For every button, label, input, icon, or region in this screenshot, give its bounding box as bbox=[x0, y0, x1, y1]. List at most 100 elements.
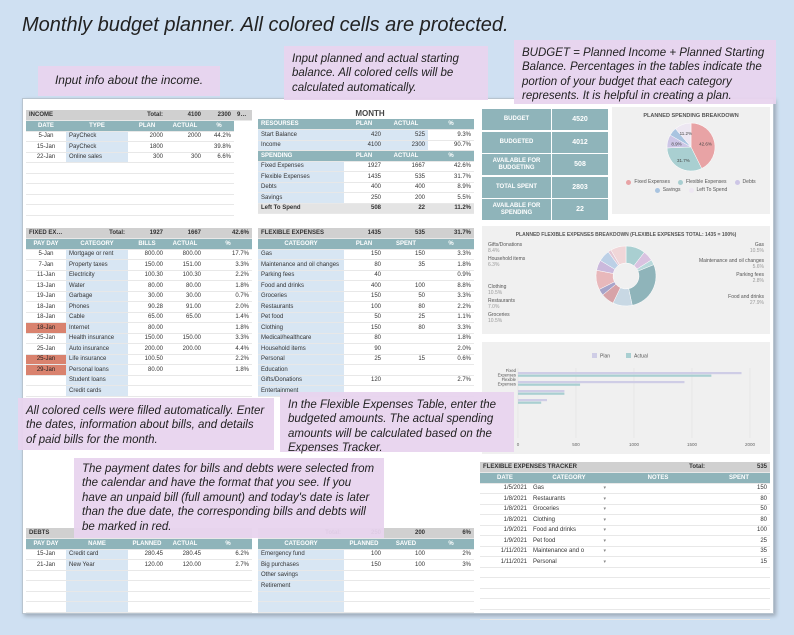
debts-cell[interactable] bbox=[128, 570, 166, 581]
savings-cell[interactable] bbox=[384, 601, 428, 613]
tracker-cell[interactable]: 1/9/2021 bbox=[480, 535, 530, 547]
fixed-cell[interactable]: 5-Jan bbox=[26, 249, 66, 260]
income-cell[interactable]: 22-Jan bbox=[26, 152, 66, 163]
income-cell[interactable] bbox=[66, 194, 128, 205]
tracker-cell[interactable]: Restaurants ▾ bbox=[530, 493, 609, 505]
income-cell[interactable] bbox=[128, 183, 166, 195]
savings-cell[interactable] bbox=[344, 591, 384, 602]
tracker-cell[interactable] bbox=[530, 577, 609, 589]
income-cell[interactable]: PayCheck bbox=[66, 131, 128, 142]
debts-cell[interactable] bbox=[66, 570, 128, 581]
income-cell[interactable]: 2000 bbox=[128, 131, 166, 142]
income-cell[interactable] bbox=[128, 204, 166, 216]
tracker-cell[interactable]: 150 bbox=[708, 483, 771, 494]
income-cell[interactable]: Online sales bbox=[66, 152, 128, 163]
income-cell[interactable] bbox=[166, 204, 204, 216]
tracker-cell[interactable] bbox=[530, 567, 609, 578]
tracker-cell[interactable] bbox=[608, 504, 709, 515]
fixed-cell[interactable]: 150.00 bbox=[166, 333, 204, 344]
fixed-cell[interactable]: 91.00 bbox=[166, 301, 204, 313]
tracker-cell[interactable]: Personal ▾ bbox=[530, 556, 609, 568]
fixed-cell[interactable]: 30.00 bbox=[166, 291, 204, 302]
debts-cell[interactable] bbox=[26, 570, 66, 581]
tracker-cell[interactable]: 35 bbox=[708, 546, 771, 557]
fixed-cell[interactable]: 100.50 bbox=[128, 354, 166, 365]
income-cell[interactable] bbox=[26, 162, 66, 174]
income-cell[interactable] bbox=[26, 173, 66, 184]
fixed-cell[interactable]: 25-Jan bbox=[26, 333, 66, 344]
tracker-cell[interactable] bbox=[708, 567, 771, 578]
tracker-cell[interactable]: 1/11/2021 bbox=[480, 556, 530, 568]
tracker-cell[interactable] bbox=[608, 483, 709, 494]
tracker-cell[interactable]: Maintenance and o ▾ bbox=[530, 546, 609, 557]
income-cell[interactable] bbox=[166, 162, 204, 174]
income-cell[interactable] bbox=[26, 183, 66, 195]
income-cell[interactable] bbox=[128, 173, 166, 184]
tracker-cell[interactable]: 80 bbox=[708, 493, 771, 505]
fixed-cell[interactable]: 18-Jan bbox=[26, 312, 66, 323]
fixed-cell[interactable] bbox=[128, 385, 166, 397]
tracker-cell[interactable]: Clothing ▾ bbox=[530, 514, 609, 526]
tracker-cell[interactable] bbox=[480, 577, 530, 589]
income-cell[interactable]: PayCheck bbox=[66, 141, 128, 153]
income-cell[interactable] bbox=[166, 194, 204, 205]
tracker-cell[interactable] bbox=[708, 598, 771, 610]
fixed-cell[interactable]: 90.28 bbox=[128, 301, 166, 313]
tracker-cell[interactable]: Gas ▾ bbox=[530, 483, 609, 494]
chevron-down-icon[interactable]: ▾ bbox=[603, 485, 607, 492]
income-cell[interactable] bbox=[26, 204, 66, 216]
fixed-cell[interactable]: 80.00 bbox=[128, 364, 166, 376]
tracker-cell[interactable] bbox=[608, 493, 709, 505]
debts-cell[interactable] bbox=[166, 580, 204, 592]
income-cell[interactable] bbox=[66, 173, 128, 184]
savings-cell[interactable] bbox=[344, 580, 384, 592]
debts-cell[interactable] bbox=[166, 601, 204, 613]
tracker-cell[interactable]: 25 bbox=[708, 535, 771, 547]
tracker-cell[interactable] bbox=[608, 567, 709, 578]
debts-cell[interactable] bbox=[66, 591, 128, 602]
tracker-cell[interactable] bbox=[480, 588, 530, 599]
debts-cell[interactable]: 120.00 bbox=[128, 559, 166, 571]
tracker-cell[interactable]: Food and drinks ▾ bbox=[530, 525, 609, 536]
chevron-down-icon[interactable]: ▾ bbox=[603, 548, 607, 555]
debts-cell[interactable]: 21-Jan bbox=[26, 559, 66, 571]
resources-cell[interactable]: 2300 bbox=[384, 140, 428, 151]
fixed-cell[interactable] bbox=[26, 385, 66, 397]
tracker-cell[interactable] bbox=[708, 588, 771, 599]
fixed-cell[interactable]: 19-Jan bbox=[26, 291, 66, 302]
tracker-cell[interactable] bbox=[608, 577, 709, 589]
debts-cell[interactable] bbox=[66, 601, 128, 613]
debts-cell[interactable]: 15-Jan bbox=[26, 549, 66, 560]
income-cell[interactable]: 15-Jan bbox=[26, 141, 66, 153]
flex-cell[interactable]: 150 bbox=[344, 291, 384, 302]
fixed-cell[interactable]: 25-Jan bbox=[26, 354, 66, 365]
debts-cell[interactable] bbox=[26, 591, 66, 602]
flex-cell[interactable]: 400 bbox=[344, 280, 384, 292]
savings-cell[interactable] bbox=[384, 591, 428, 602]
savings-cell[interactable] bbox=[384, 570, 428, 581]
fixed-cell[interactable]: 18-Jan bbox=[26, 322, 66, 334]
tracker-cell[interactable]: 1/9/2021 bbox=[480, 525, 530, 536]
chevron-down-icon[interactable]: ▾ bbox=[603, 495, 607, 502]
fixed-cell[interactable] bbox=[128, 375, 166, 386]
tracker-cell[interactable]: 15 bbox=[708, 556, 771, 568]
fixed-cell[interactable]: 150.00 bbox=[128, 333, 166, 344]
tracker-cell[interactable]: 100 bbox=[708, 525, 771, 536]
fixed-cell[interactable]: 800.00 bbox=[128, 249, 166, 260]
fixed-cell[interactable]: 65.00 bbox=[166, 312, 204, 323]
fixed-cell[interactable]: 100.30 bbox=[128, 270, 166, 281]
resources-cell[interactable]: 525 bbox=[384, 129, 428, 141]
fixed-cell[interactable]: 29-Jan bbox=[26, 364, 66, 376]
income-cell[interactable] bbox=[128, 194, 166, 205]
resources-cell[interactable]: 420 bbox=[344, 129, 384, 141]
fixed-cell[interactable] bbox=[26, 375, 66, 386]
tracker-cell[interactable]: 50 bbox=[708, 504, 771, 515]
flex-cell[interactable]: 150 bbox=[344, 249, 384, 260]
fixed-cell[interactable]: 200.00 bbox=[166, 343, 204, 355]
debts-cell[interactable] bbox=[128, 591, 166, 602]
tracker-cell[interactable]: 1/11/2021 bbox=[480, 546, 530, 557]
fixed-cell[interactable]: 80.00 bbox=[128, 280, 166, 292]
income-cell[interactable] bbox=[66, 183, 128, 195]
income-cell[interactable]: 2000 bbox=[166, 131, 204, 142]
flex-cell[interactable]: 50 bbox=[344, 312, 384, 323]
